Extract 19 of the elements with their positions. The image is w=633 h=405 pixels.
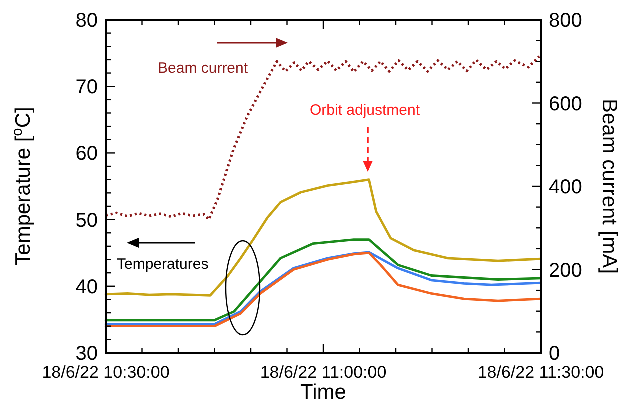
y-tick-label: 40 (76, 276, 98, 298)
y-tick-label: 60 (76, 143, 98, 166)
y2-tick-label: 600 (549, 93, 582, 116)
x-tick-label: 18/6/22 11:30:00 (478, 363, 604, 382)
legend-label: Beam current (158, 60, 249, 77)
y2-tick-label: 200 (549, 260, 582, 282)
annotation: Temperatures (117, 256, 209, 273)
x-axis-title: Time (300, 381, 346, 404)
x-tick-label: 18/6/22 10:30:00 (42, 363, 170, 382)
x-tick-label: 18/6/22 11:00:00 (260, 363, 387, 382)
y-tick-label: 50 (76, 210, 98, 232)
y2-tick-label: 400 (549, 176, 582, 198)
y2-axis-title: Beam current [mA] (598, 98, 621, 274)
annotation: Orbit adjustment (310, 102, 421, 119)
y2-tick-label: 0 (549, 343, 560, 365)
y-tick-label: 80 (76, 10, 98, 32)
y2-tick-label: 800 (549, 10, 582, 32)
y-tick-label: 70 (76, 76, 98, 99)
y-tick-label: 30 (76, 343, 98, 365)
